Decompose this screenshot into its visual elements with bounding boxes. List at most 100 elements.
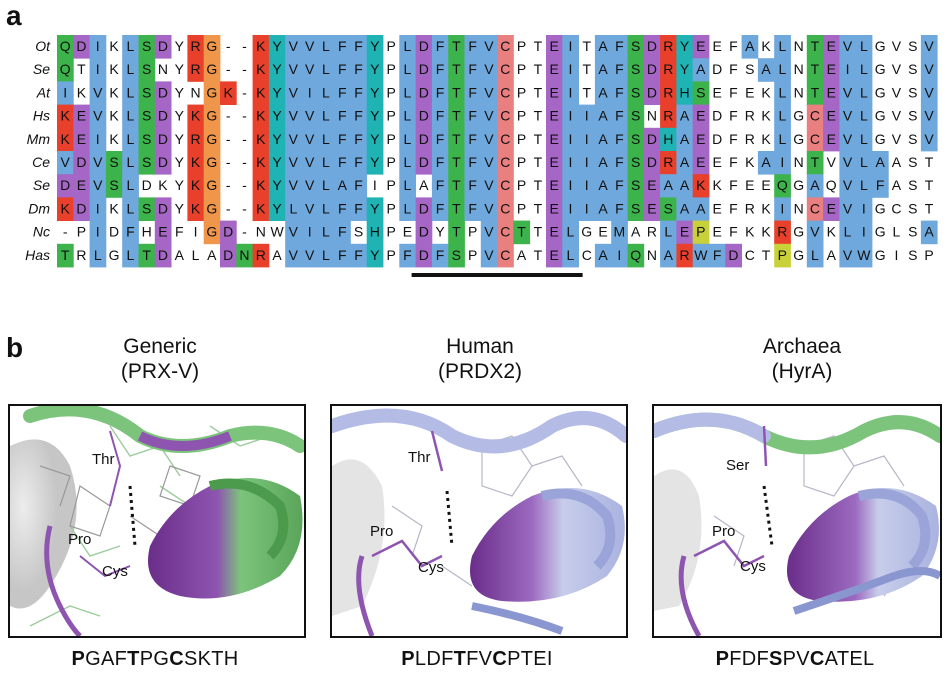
residue-cell xyxy=(334,58,351,82)
residue-letter: T xyxy=(925,154,934,170)
residue-letter: S xyxy=(745,61,754,77)
residue-cell xyxy=(497,151,514,175)
residue-cell xyxy=(89,35,107,59)
residue-cell xyxy=(464,197,482,221)
residue-cell xyxy=(839,151,857,175)
residue-cell xyxy=(562,197,579,221)
residue-cell xyxy=(317,81,335,105)
residue-letter: R xyxy=(256,247,266,263)
residue-letter: I xyxy=(63,84,67,100)
residue-letter: S xyxy=(696,84,705,100)
residue-letter: K xyxy=(256,38,266,54)
residue-letter: L xyxy=(94,247,102,263)
residue-letter: K xyxy=(761,38,771,54)
residue-letter: T xyxy=(534,84,543,100)
residue-cell xyxy=(497,174,514,198)
residue-letter: S xyxy=(631,131,640,147)
residue-letter: K xyxy=(827,224,837,240)
residue-cell xyxy=(366,104,384,129)
residue-letter: L xyxy=(322,61,330,77)
residue-cell xyxy=(920,127,938,152)
residue-letter: F xyxy=(729,200,738,216)
residue-letter: I xyxy=(569,131,573,147)
residue-cell xyxy=(839,35,857,59)
residue-letter: V xyxy=(843,200,853,216)
residue-cell xyxy=(350,243,368,268)
residue-letter: T xyxy=(534,154,543,170)
residue-letter: G xyxy=(206,38,217,54)
residue-cell xyxy=(187,197,205,221)
motif-segment: T xyxy=(453,648,467,670)
residue-letter: F xyxy=(468,84,477,100)
residue-cell xyxy=(122,174,139,198)
residue-cell xyxy=(676,35,694,59)
residue-cell xyxy=(920,35,938,59)
residue-cell xyxy=(89,127,107,152)
residue-letter: L xyxy=(322,38,330,54)
residue-cell xyxy=(692,243,710,268)
residue-letter: I xyxy=(194,224,198,240)
residue-cell xyxy=(660,174,677,198)
residue-letter: F xyxy=(354,177,363,193)
residue-cell xyxy=(301,220,319,245)
residue-cell xyxy=(252,174,270,198)
residue-letter: G xyxy=(793,177,804,193)
residue-cell xyxy=(464,104,482,129)
residue-letter: Y xyxy=(370,200,380,216)
residue-cell xyxy=(497,58,514,82)
residue-cell xyxy=(268,174,286,198)
residue-letter: A xyxy=(761,154,771,170)
residue-letter: P xyxy=(386,61,395,77)
residue-letter: E xyxy=(549,154,558,170)
residue-letter: A xyxy=(631,224,641,240)
residue-cell xyxy=(594,174,612,198)
residue-cell xyxy=(497,243,514,268)
residue-letter: W xyxy=(694,247,708,263)
residue-cell xyxy=(203,151,221,175)
residue-cell xyxy=(268,35,286,59)
residue-cell xyxy=(268,81,286,105)
residue-cell xyxy=(220,220,237,245)
residue-letter: D xyxy=(647,84,657,100)
species-label: Ot xyxy=(35,38,51,54)
residue-letter: V xyxy=(924,131,934,147)
residue-letter: S xyxy=(908,131,917,147)
residue-cell xyxy=(122,197,139,221)
residue-cell xyxy=(823,35,840,59)
residue-letter: T xyxy=(534,200,543,216)
residue-cell xyxy=(334,81,351,105)
residue-letter: S xyxy=(908,224,917,240)
residue-cell xyxy=(399,81,416,105)
residue-cell xyxy=(285,174,302,198)
residue-cell xyxy=(692,151,710,175)
residue-letter: R xyxy=(679,247,689,263)
residue-cell xyxy=(252,104,270,129)
residue-cell xyxy=(855,151,873,175)
residue-cell xyxy=(643,58,661,82)
residue-cell xyxy=(366,151,384,175)
residue-cell xyxy=(366,35,384,59)
residue-letter: E xyxy=(598,224,607,240)
residue-cell xyxy=(627,197,645,221)
residue-cell xyxy=(643,35,661,59)
residue-letter: P xyxy=(517,177,526,193)
residue-letter: R xyxy=(663,38,673,54)
residue-letter: I xyxy=(585,177,589,193)
residue-letter: T xyxy=(534,224,543,240)
residue-letter: S xyxy=(631,108,640,124)
residue-letter: S xyxy=(908,247,917,263)
residue-cell xyxy=(480,197,498,221)
residue-letter: P xyxy=(517,154,526,170)
residue-cell xyxy=(627,35,645,59)
residue-letter: D xyxy=(712,108,722,124)
residue-letter: S xyxy=(664,200,673,216)
residue-cell xyxy=(252,243,270,268)
residue-cell xyxy=(57,58,74,82)
residue-letter: F xyxy=(468,131,477,147)
residue-letter: N xyxy=(647,108,657,124)
residue-cell xyxy=(57,174,74,198)
residue-letter: H xyxy=(370,224,380,240)
residue-cell xyxy=(774,81,791,105)
residue-letter: V xyxy=(924,84,934,100)
residue-letter: E xyxy=(158,224,167,240)
